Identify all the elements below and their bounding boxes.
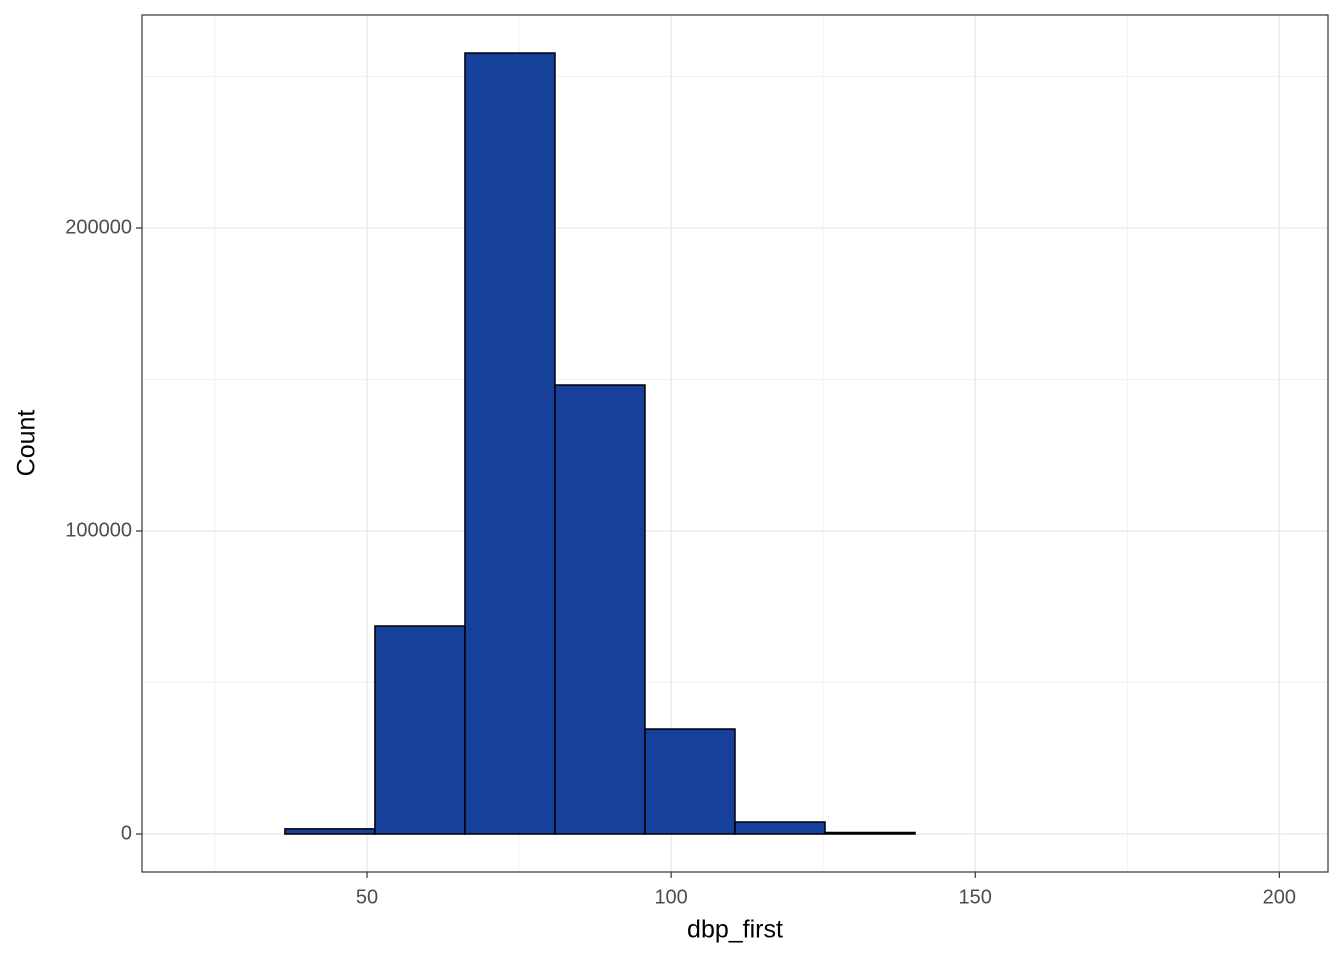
bar: [374, 625, 466, 835]
x-tick-label: 200: [1263, 886, 1296, 908]
bar: [284, 828, 376, 835]
x-tick-label: 50: [356, 886, 378, 908]
bar: [644, 728, 736, 835]
y-tick-label: 0: [121, 822, 132, 844]
x-axis-title: dbp_first: [687, 916, 783, 944]
x-tick-label: 100: [654, 886, 687, 908]
bar: [824, 831, 916, 835]
bar: [464, 52, 556, 835]
bar: [734, 821, 826, 835]
y-tick-label: 200000: [65, 216, 132, 238]
plot-border: [141, 14, 1329, 873]
x-tick-label: 150: [959, 886, 992, 908]
y-axis-title: Count: [13, 410, 41, 477]
bar: [554, 384, 646, 835]
y-tick-label: 100000: [65, 519, 132, 541]
